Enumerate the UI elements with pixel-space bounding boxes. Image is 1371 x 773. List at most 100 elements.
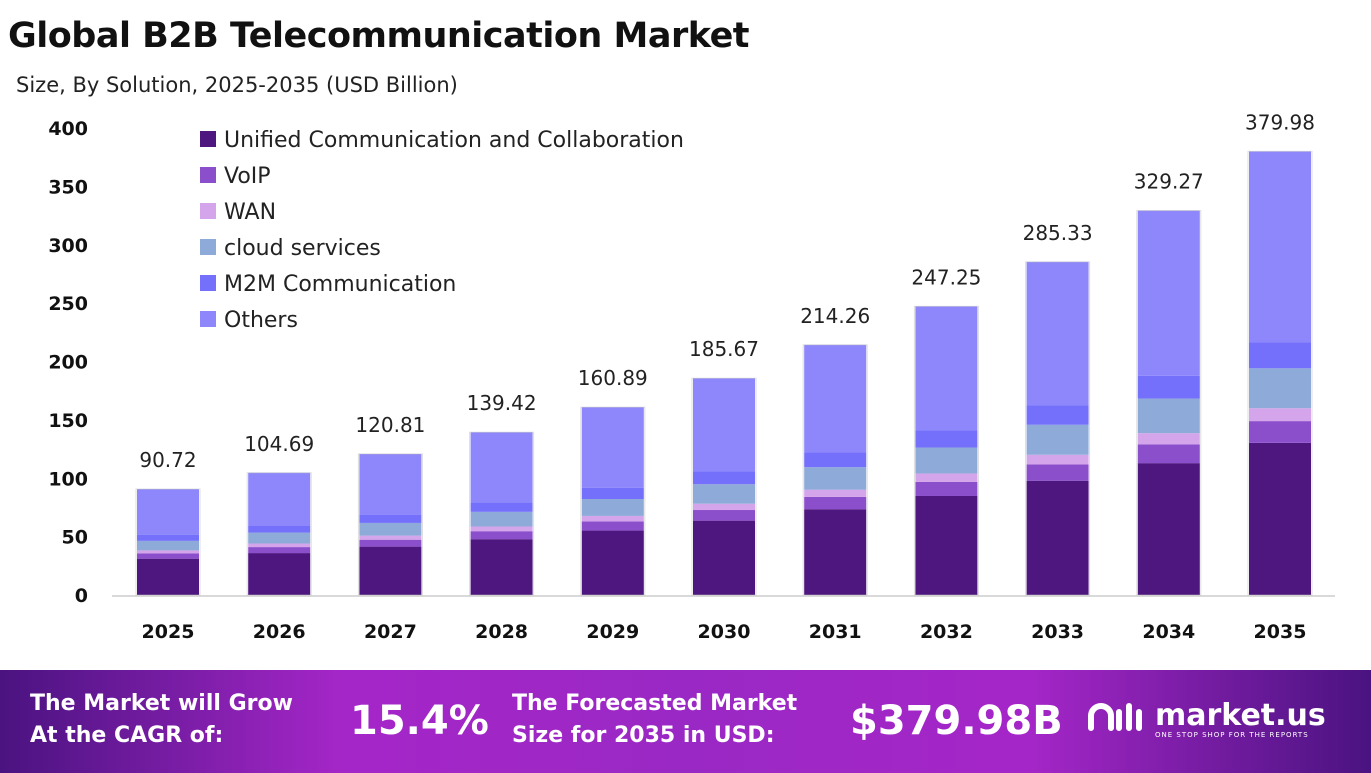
x-tick-label: 2032: [920, 621, 973, 643]
bar-segment-m2m-communication: [581, 487, 644, 500]
bar-segment-unified-communication-and-collaboration: [1249, 442, 1311, 595]
bar-segment-unified-communication-and-collaboration: [248, 553, 311, 595]
bar-segment-voip: [359, 539, 422, 547]
chart-title: Global B2B Telecommunication Market: [8, 16, 750, 56]
bar-total-label: 214.26: [800, 304, 870, 328]
x-tick-label: 2034: [1142, 621, 1195, 643]
bar-segment-voip: [1137, 444, 1200, 464]
x-tick-label: 2031: [809, 621, 862, 643]
bar-total-label: 90.72: [139, 448, 196, 472]
bar-segment-wan: [1249, 408, 1311, 422]
bar-segment-unified-communication-and-collaboration: [804, 509, 867, 595]
bar-segment-unified-communication-and-collaboration: [137, 558, 199, 595]
bar-segment-voip: [581, 521, 644, 531]
bar-segment-others: [1249, 151, 1311, 343]
bar-segment-wan: [359, 535, 422, 540]
bar-segment-m2m-communication: [470, 502, 533, 512]
bar-segment-m2m-communication: [915, 430, 978, 448]
x-tick-label: 2028: [475, 621, 528, 643]
bar-segment-unified-communication-and-collaboration: [1137, 463, 1200, 595]
size-label: The Forecasted Market Size for 2035 in U…: [512, 688, 797, 752]
bar-outline: [913, 305, 979, 596]
bar-segment-m2m-communication: [1026, 405, 1089, 425]
bar-segment-voip: [137, 553, 199, 559]
y-tick-label: 200: [48, 352, 88, 374]
footer-banner: The Market will Grow At the CAGR of: 15.…: [0, 670, 1371, 773]
bar-total-label: 104.69: [244, 432, 314, 456]
bar-segment-wan: [470, 526, 533, 532]
bar-total-label: 247.25: [911, 265, 981, 289]
bar-segment-cloud-services: [1026, 424, 1089, 455]
legend-swatch: [200, 239, 216, 255]
bar-segment-voip: [804, 496, 867, 510]
x-tick-label: 2029: [586, 621, 639, 643]
bar-total-label: 120.81: [355, 413, 425, 437]
bar-segment-others: [804, 344, 867, 453]
bar-segment-m2m-communication: [1249, 342, 1311, 369]
bar-segment-others: [693, 378, 755, 472]
legend-swatch: [200, 167, 216, 183]
bar-segment-unified-communication-and-collaboration: [693, 520, 755, 595]
bar-segment-m2m-communication: [804, 452, 867, 468]
bar-outline: [357, 453, 423, 596]
y-tick-label: 0: [75, 585, 88, 607]
y-tick-label: 250: [48, 293, 88, 315]
bar-total-label: 329.27: [1134, 170, 1204, 194]
bar-segment-m2m-communication: [1137, 375, 1200, 399]
bar-outline: [691, 377, 757, 596]
bar-segment-others: [137, 489, 199, 535]
bar-segment-cloud-services: [915, 447, 978, 474]
bar-segment-cloud-services: [1137, 398, 1200, 434]
y-tick-label: 100: [48, 468, 88, 490]
bar-segment-voip: [1026, 464, 1089, 481]
bar-segment-wan: [915, 473, 978, 482]
bar-segment-voip: [915, 481, 978, 496]
cagr-label-line2: At the CAGR of:: [30, 723, 224, 748]
x-tick-label: 2026: [253, 621, 306, 643]
logo-icon: [1088, 703, 1142, 731]
bar-segment-cloud-services: [137, 540, 199, 551]
bar-segment-voip: [470, 531, 533, 540]
bar-segment-wan: [137, 550, 199, 554]
bar-segment-voip: [693, 510, 755, 521]
legend-swatch: [200, 203, 216, 219]
bar-outline: [246, 472, 312, 596]
bar-segment-cloud-services: [804, 467, 867, 490]
bar-segment-unified-communication-and-collaboration: [470, 539, 533, 595]
legend-label: Others: [224, 308, 298, 333]
bar-segment-others: [1137, 210, 1200, 376]
legend-label: VoIP: [224, 164, 271, 189]
bar-outline: [1136, 210, 1202, 596]
bar-segment-others: [915, 306, 978, 431]
y-tick-label: 150: [48, 410, 88, 432]
bar-segment-m2m-communication: [693, 471, 755, 485]
bar-outline: [1247, 150, 1313, 596]
size-label-line1: The Forecasted Market: [512, 691, 798, 716]
bar-segment-unified-communication-and-collaboration: [581, 530, 644, 595]
y-tick-label: 50: [62, 527, 88, 549]
bar-segment-wan: [693, 503, 755, 511]
bar-segment-wan: [804, 489, 867, 497]
legend-label: Unified Communication and Collaboration: [224, 128, 684, 153]
bar-total-label: 185.67: [689, 337, 759, 361]
bar-total-label: 379.98: [1245, 110, 1315, 134]
bar-segment-m2m-communication: [137, 534, 199, 541]
bar-outline: [802, 344, 868, 596]
bar-segment-cloud-services: [693, 484, 755, 504]
bar-total-label: 285.33: [1023, 221, 1093, 245]
market-us-logo: market.us ONE STOP SHOP FOR THE REPORTS: [1085, 698, 1326, 742]
legend-label: WAN: [224, 200, 276, 225]
bar-outline: [580, 406, 646, 596]
stacked-bar-chart: 0 50 100 150 200 250 300 350 400 90.72 2025 104.69 2…: [48, 110, 1335, 643]
legend-label: M2M Communication: [224, 272, 456, 297]
bar-segment-m2m-communication: [359, 514, 422, 523]
x-tick-label: 2030: [698, 621, 751, 643]
bar-outline: [1025, 261, 1091, 596]
legend-swatch: [200, 275, 216, 291]
legend-swatch: [200, 131, 216, 147]
bar-segment-others: [470, 432, 533, 503]
bar-segment-cloud-services: [581, 499, 644, 516]
bar-segment-cloud-services: [470, 511, 533, 527]
cagr-label-line1: The Market will Grow: [30, 691, 293, 716]
market-size-value: $379.98B: [850, 698, 1063, 744]
